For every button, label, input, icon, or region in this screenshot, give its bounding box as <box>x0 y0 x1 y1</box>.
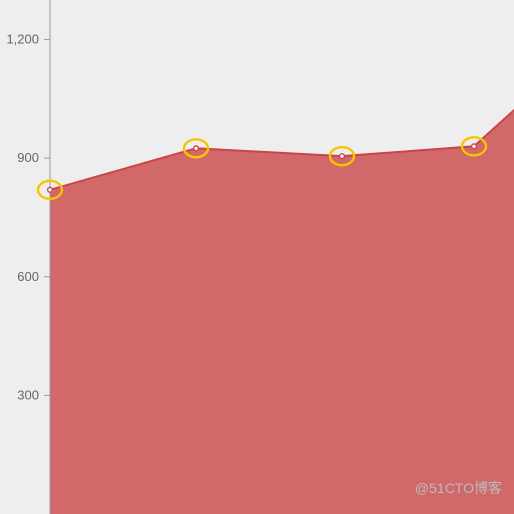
data-point <box>48 187 53 192</box>
y-tick-label: 900 <box>17 150 39 165</box>
area-chart: 3006009001,200 @51CTO博客 <box>0 0 514 514</box>
y-tick-label: 300 <box>17 387 39 402</box>
y-tick-label: 600 <box>17 269 39 284</box>
y-tick-label: 1,200 <box>6 32 39 47</box>
chart-svg: 300 600 900 1,200 <box>0 0 514 514</box>
data-point <box>194 146 199 151</box>
data-point <box>340 154 345 159</box>
data-point <box>472 144 477 149</box>
